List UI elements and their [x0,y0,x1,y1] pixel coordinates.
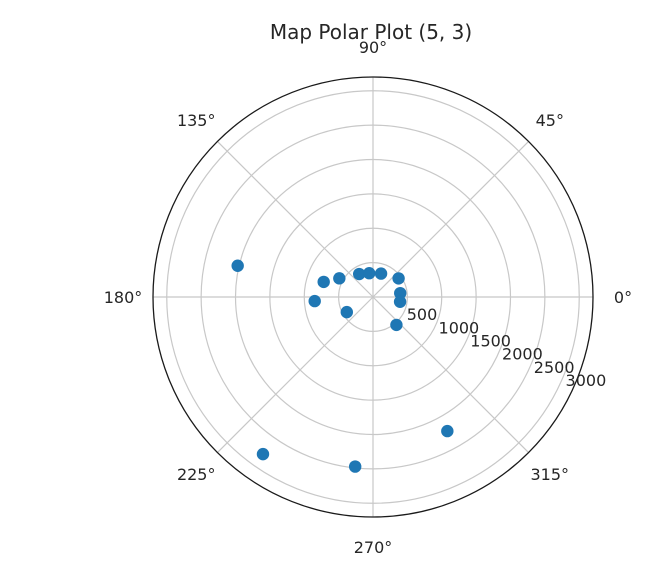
data-point-0-7 [392,272,405,285]
theta-tick-label-3: 135° [177,111,216,130]
theta-label-layer: 0° 45° 90° 135° 180° 225° 270° 315° [104,38,632,557]
data-point-0-8 [394,286,407,300]
data-point-0-0 [231,259,244,272]
data-point-0-4 [352,267,366,281]
point-layer [231,259,454,473]
theta-tick-label-5: 225° [177,465,216,484]
data-point-0-11 [390,318,403,332]
theta-tick-label-0: 0° [614,288,632,307]
data-point-0-6 [374,267,388,280]
chart-title: Map Polar Plot (5, 3) [270,20,472,44]
data-point-0-12 [441,424,454,438]
r-tick-label-5: 3000 [566,371,607,390]
data-point-0-14 [256,447,270,461]
theta-tick-label-1: 45° [536,111,564,130]
data-point-0-2 [308,294,321,308]
grid-layer [152,76,594,518]
theta-grid-line-3 [217,141,374,298]
data-point-0-3 [333,272,346,285]
r-tick-label-2: 1500 [470,331,511,350]
theta-grid-line-1 [372,141,529,298]
data-point-0-13 [348,460,362,473]
theta-tick-label-7: 315° [531,465,570,484]
r-tick-label-1: 1000 [439,318,480,337]
data-point-0-10 [340,305,354,319]
theta-tick-label-6: 270° [354,538,393,557]
theta-grid-line-5 [217,296,374,453]
r-tick-label-0: 500 [407,305,438,324]
r-tick-label-3: 2000 [502,345,543,364]
data-point-0-9 [393,295,407,308]
r-tick-label-4: 2500 [534,358,575,377]
theta-tick-label-4: 180° [104,288,143,307]
data-point-0-5 [363,267,376,280]
data-point-0-1 [317,275,330,289]
polar-frame [152,76,594,518]
theta-tick-label-2: 90° [359,38,387,57]
